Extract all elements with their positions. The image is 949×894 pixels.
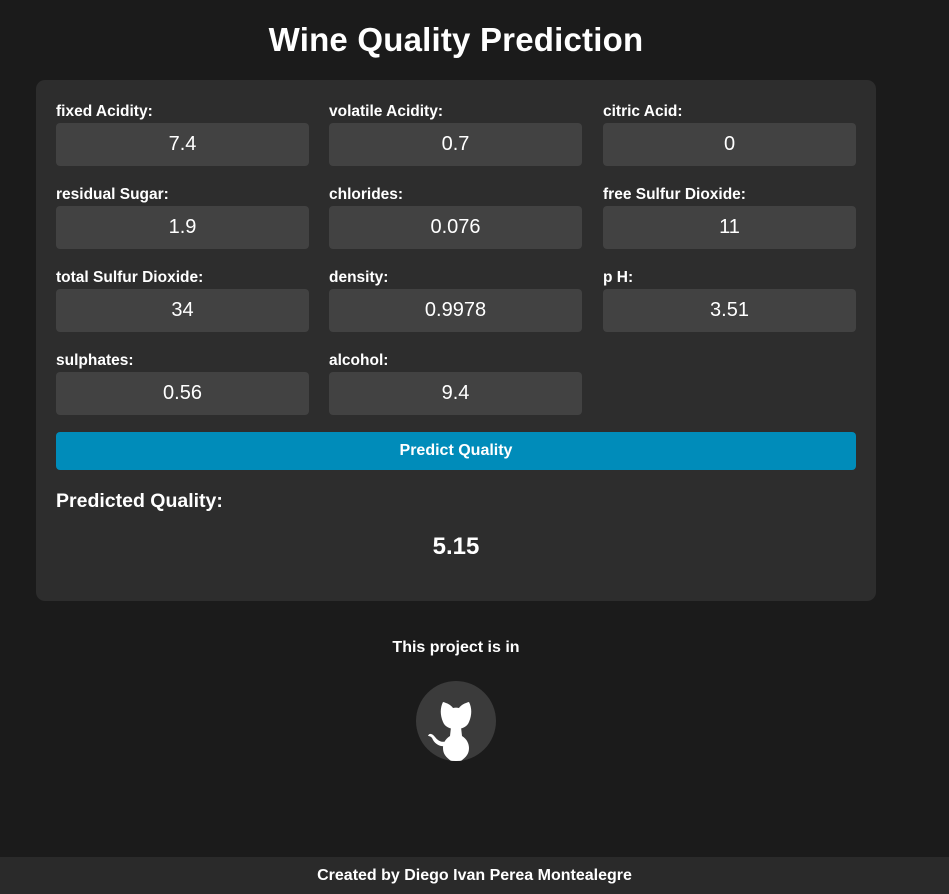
- field-sulphates: sulphates:: [56, 351, 309, 415]
- field-density: density:: [329, 268, 582, 332]
- github-link[interactable]: [416, 681, 496, 761]
- total-sulfur-dioxide-input[interactable]: [56, 289, 309, 332]
- chlorides-label: chlorides:: [329, 186, 404, 203]
- free-sulfur-dioxide-label: free Sulfur Dioxide:: [603, 186, 746, 203]
- field-ph: p H:: [603, 268, 856, 332]
- volatile-acidity-label: volatile Acidity:: [329, 103, 443, 120]
- volatile-acidity-input[interactable]: [329, 123, 582, 166]
- field-fixed-acidity: fixed Acidity:: [56, 102, 309, 166]
- predicted-quality-heading: Predicted Quality:: [56, 490, 223, 512]
- predicted-quality-value: 5.15: [432, 533, 480, 560]
- field-residual-sugar: residual Sugar:: [56, 185, 309, 249]
- alcohol-input[interactable]: [329, 372, 582, 415]
- total-sulfur-dioxide-label: total Sulfur Dioxide:: [56, 269, 204, 286]
- field-volatile-acidity: volatile Acidity:: [329, 102, 582, 166]
- predict-quality-button[interactable]: Predict Quality: [56, 432, 856, 470]
- citric-acid-input[interactable]: [603, 123, 856, 166]
- fixed-acidity-input[interactable]: [56, 123, 309, 166]
- citric-acid-label: citric Acid:: [603, 103, 683, 120]
- residual-sugar-label: residual Sugar:: [56, 186, 169, 203]
- field-total-sulfur-dioxide: total Sulfur Dioxide:: [56, 268, 309, 332]
- residual-sugar-input[interactable]: [56, 206, 309, 249]
- chlorides-input[interactable]: [329, 206, 582, 249]
- sulphates-label: sulphates:: [56, 352, 134, 369]
- footer-credit: Created by Diego Ivan Perea Montealegre: [0, 857, 949, 894]
- sulphates-input[interactable]: [56, 372, 309, 415]
- ph-input[interactable]: [603, 289, 856, 332]
- ph-label: p H:: [603, 269, 634, 286]
- field-citric-acid: citric Acid:: [603, 102, 856, 166]
- density-label: density:: [329, 269, 389, 286]
- github-icon: [428, 702, 472, 761]
- field-alcohol: alcohol:: [329, 351, 582, 415]
- page-title: Wine Quality Prediction: [268, 21, 644, 58]
- prediction-form-card: fixed Acidity: volatile Acidity: citric …: [36, 80, 876, 601]
- field-chlorides: chlorides:: [329, 185, 582, 249]
- density-input[interactable]: [329, 289, 582, 332]
- fixed-acidity-label: fixed Acidity:: [56, 103, 153, 120]
- field-free-sulfur-dioxide: free Sulfur Dioxide:: [603, 185, 856, 249]
- alcohol-label: alcohol:: [329, 352, 389, 369]
- free-sulfur-dioxide-input[interactable]: [603, 206, 856, 249]
- project-info-text: This project is in: [392, 639, 520, 656]
